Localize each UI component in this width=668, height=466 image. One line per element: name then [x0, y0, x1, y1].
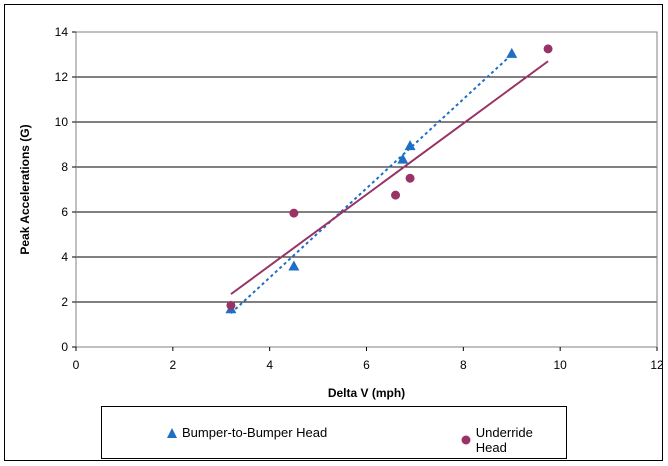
data-markers [225, 44, 553, 314]
trendline-series-0 [230, 53, 513, 314]
point-series-1-3 [405, 173, 415, 183]
point-series-0-2 [397, 153, 409, 164]
x-tick-label-2: 2 [169, 358, 176, 372]
y-tick-label-4: 4 [61, 250, 68, 264]
x-tick-label-6: 6 [363, 358, 370, 372]
y-tick-label-2: 2 [61, 295, 68, 309]
y-tick-label-6: 6 [61, 205, 68, 219]
legend-item-bumper: Bumper-to-Bumper Head [166, 425, 327, 440]
grid-lines [75, 31, 657, 348]
x-axis-ticks: 0 2 4 6 8 10 12 [73, 347, 662, 372]
y-tick-label-12: 12 [55, 70, 69, 84]
x-tick-label-0: 0 [73, 358, 80, 372]
point-series-1-0 [226, 300, 236, 310]
y-tick-label-10: 10 [55, 115, 69, 129]
point-series-1-2 [391, 190, 401, 200]
point-series-0-1 [288, 260, 300, 271]
triangle-marker-icon [167, 427, 177, 438]
plot-area [75, 31, 658, 348]
y-tick-label-0: 0 [61, 340, 68, 354]
y-axis-title: Peak Accelerations (G) [18, 124, 32, 254]
x-axis-title: Delta V (mph) [328, 386, 405, 400]
y-axis-ticks: 0 2 4 6 8 10 12 14 [55, 25, 76, 354]
trendlines [230, 53, 549, 314]
chart-plot: 0 2 4 6 8 10 12 14 0 2 4 6 8 10 12 Delta V (mph) Peak… [18, 25, 662, 400]
legend: Bumper-to-Bumper Head Underride Head [101, 406, 567, 459]
x-tick-label-8: 8 [460, 358, 467, 372]
legend-label-underride: Underride Head [475, 425, 533, 455]
trendline-series-1 [230, 60, 549, 295]
y-tick-label-8: 8 [61, 160, 68, 174]
point-series-0-3 [404, 140, 416, 151]
chart-frame: 0 2 4 6 8 10 12 14 0 2 4 6 8 10 12 Delta V (mph) Peak… [4, 4, 663, 461]
circle-marker-icon [461, 435, 471, 445]
legend-item-underride: Underride Head [460, 425, 566, 455]
point-series-1-1 [289, 208, 299, 218]
legend-label-bumper: Bumper-to-Bumper Head [182, 425, 328, 440]
x-tick-label-4: 4 [266, 358, 273, 372]
x-tick-label-12: 12 [650, 358, 662, 372]
y-tick-label-14: 14 [55, 25, 69, 39]
point-series-0-4 [506, 47, 518, 58]
point-series-1-4 [543, 44, 553, 54]
x-tick-label-10: 10 [553, 358, 567, 372]
